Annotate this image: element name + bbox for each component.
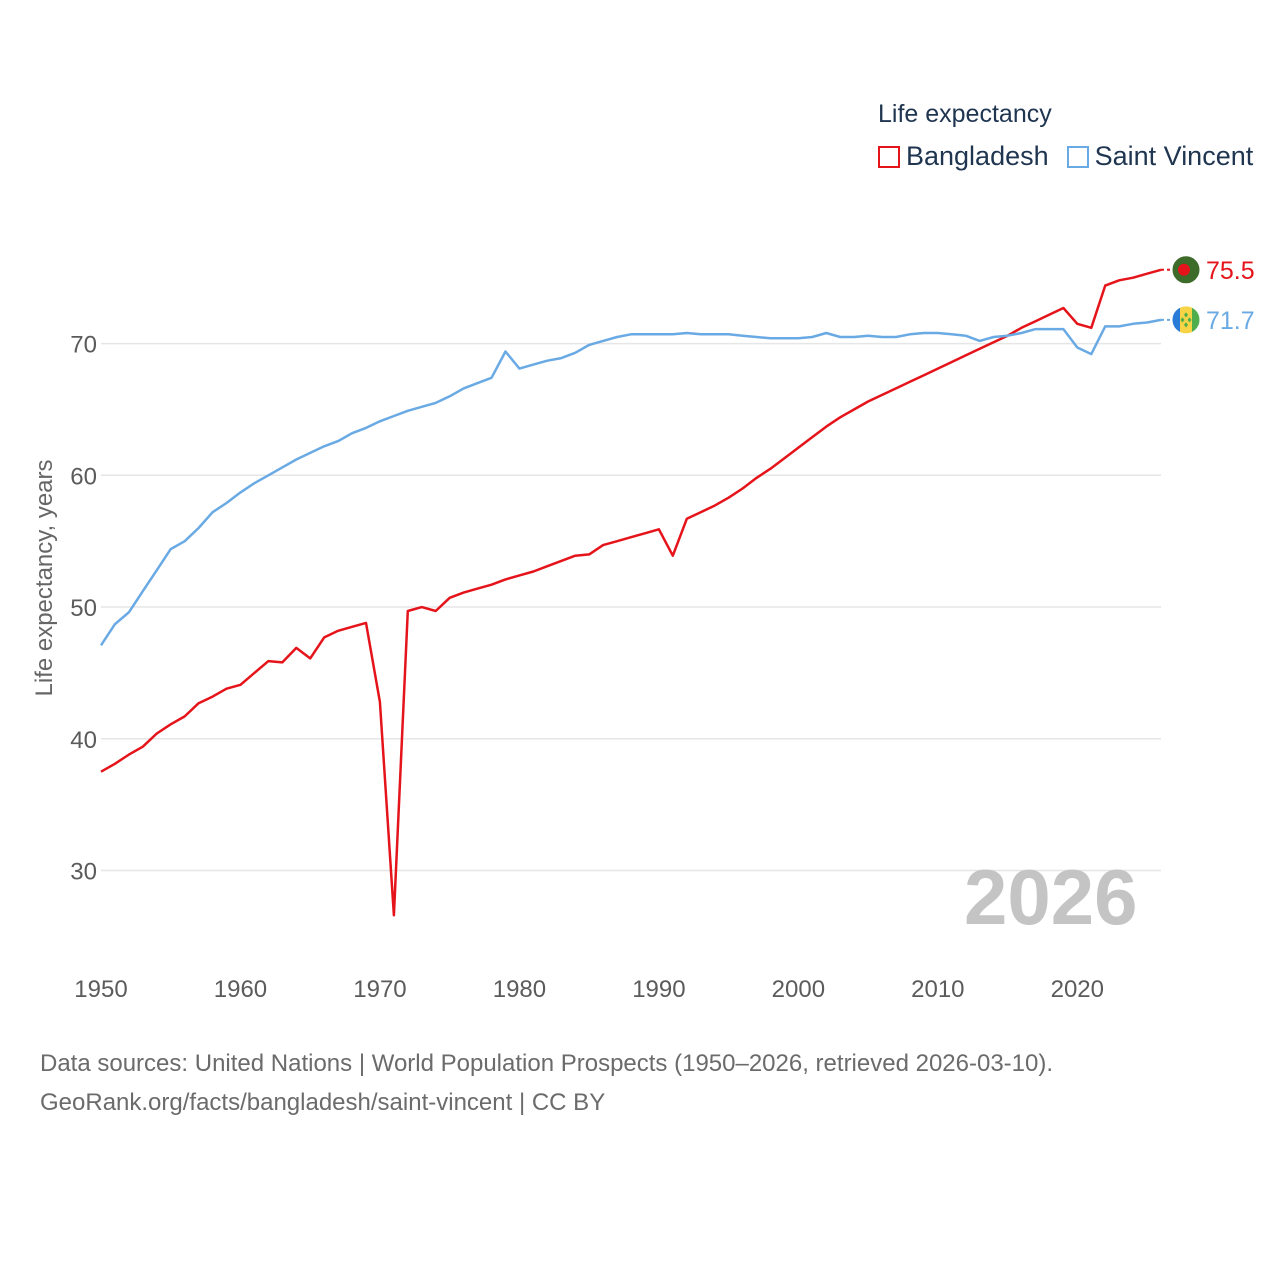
legend-item-bangladesh[interactable]: Bangladesh <box>878 141 1049 172</box>
x-tick-labels: 1950 1960 1970 1980 1990 2000 2010 2020 <box>74 976 1104 1003</box>
series-line-bangladesh[interactable] <box>100 268 1162 917</box>
legend-title: Life expectancy <box>878 100 1052 128</box>
x-tick-label-2020: 2020 <box>1051 976 1104 1003</box>
y-tick-label-60: 60 <box>70 463 97 490</box>
y-tick-label-50: 50 <box>70 595 97 622</box>
x-tick-label-1960: 1960 <box>214 976 267 1003</box>
y-tick-label-30: 30 <box>70 859 97 886</box>
y-axis-title: Life expectancy, years <box>31 459 58 696</box>
year-watermark: 2026 <box>964 853 1138 941</box>
source-line-1[interactable]: Data sources: United Nations | World Pop… <box>40 1050 1054 1077</box>
bangladesh-flag-icon <box>1171 255 1201 285</box>
x-tick-label-1950: 1950 <box>74 976 127 1003</box>
end-value-label-bangladesh: 75.5 <box>1206 257 1255 285</box>
legend-item-saint-vincent[interactable]: Saint Vincent <box>1066 141 1254 172</box>
x-tick-label-1990: 1990 <box>632 976 685 1003</box>
series-lines <box>99 268 1162 917</box>
x-tick-label-1970: 1970 <box>353 976 406 1003</box>
y-tick-labels: 30 40 50 60 70 <box>70 332 97 886</box>
legend-label-bangladesh: Bangladesh <box>906 141 1049 171</box>
legend-swatch-saint-vincent <box>1066 145 1089 168</box>
legend-swatch-bangladesh <box>878 145 900 168</box>
end-value-label-saint-vincent: 71.7 <box>1206 307 1255 335</box>
series-line-saint-vincent[interactable] <box>99 318 1162 646</box>
legend-label-saint-vincent: Saint Vincent <box>1094 141 1254 171</box>
source-note: Data sources: United Nations | World Pop… <box>40 1044 1053 1122</box>
y-tick-label-70: 70 <box>70 332 97 359</box>
x-tick-label-2010: 2010 <box>911 976 964 1003</box>
legend: Bangladesh Saint Vincent <box>878 141 1271 172</box>
x-tick-label-1980: 1980 <box>493 976 546 1003</box>
y-tick-label-40: 40 <box>70 727 97 754</box>
grid-lines <box>101 342 1161 872</box>
source-line-2[interactable]: GeoRank.org/facts/bangladesh/saint-vince… <box>40 1089 606 1116</box>
saint-vincent-flag-icon <box>1171 305 1201 335</box>
end-markers: 75.5 71.7 <box>1161 255 1255 335</box>
x-tick-label-2000: 2000 <box>772 976 825 1003</box>
